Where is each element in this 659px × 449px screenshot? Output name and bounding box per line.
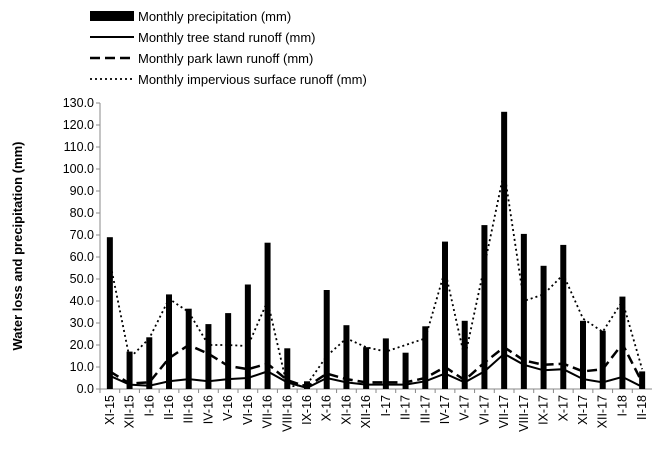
x-tick-label: VII-17 — [497, 395, 511, 428]
y-tick-label: 90.0 — [70, 184, 94, 198]
x-tick-label: I-16 — [142, 395, 156, 417]
bar — [343, 325, 350, 389]
y-tick-label: 60.0 — [70, 250, 94, 264]
bar — [422, 326, 429, 389]
x-tick-label: VI-17 — [477, 395, 491, 425]
x-tick-label: X-16 — [320, 395, 334, 421]
y-axis-label: Water loss and precipitation (mm) — [10, 142, 25, 351]
legend-swatch — [90, 11, 134, 21]
bar — [560, 244, 567, 389]
x-tick-label: XI-17 — [576, 395, 590, 425]
y-tick-label: 120.0 — [63, 118, 94, 132]
y-tick-label: 20.0 — [70, 338, 94, 352]
bar — [106, 237, 113, 389]
x-tick-label: V-16 — [221, 395, 235, 421]
x-tick-label: II-17 — [399, 395, 413, 420]
bar — [363, 347, 370, 389]
bar — [264, 242, 271, 389]
line-series — [109, 341, 644, 389]
bar — [599, 330, 606, 389]
y-tick-label: 100.0 — [63, 162, 94, 176]
bar — [284, 348, 291, 389]
legend-label: Monthly impervious surface runoff (mm) — [138, 72, 367, 87]
x-tick-label: VIII-16 — [280, 395, 294, 432]
x-tick-label: II-18 — [635, 395, 649, 420]
y-tick-label: 0.0 — [77, 382, 94, 396]
bar — [540, 265, 547, 389]
bar — [225, 313, 232, 389]
bar — [126, 351, 133, 389]
x-tick-label: XII-16 — [359, 395, 373, 428]
x-tick-label: XI-15 — [103, 395, 117, 425]
x-tick-label: IX-17 — [537, 395, 551, 425]
y-tick-label: 130.0 — [63, 96, 94, 110]
x-tick-label: I-17 — [379, 395, 393, 417]
line-series — [109, 352, 643, 389]
bar — [442, 241, 448, 389]
y-tick-label: 50.0 — [70, 272, 94, 286]
bar — [481, 225, 488, 389]
bar — [323, 290, 330, 389]
x-tick-label: VI-16 — [241, 395, 255, 425]
y-tick-label: 70.0 — [70, 228, 94, 242]
x-tick-label: V-17 — [458, 395, 472, 421]
x-tick-label: III-17 — [418, 395, 432, 424]
x-tick-label: XII-17 — [596, 395, 610, 428]
bar — [205, 324, 212, 389]
y-tick-label: 10.0 — [70, 360, 94, 374]
x-tick-label: IV-16 — [201, 395, 215, 424]
x-tick-label: X-17 — [556, 395, 570, 421]
legend-label: Monthly tree stand runoff (mm) — [138, 30, 316, 45]
x-tick-label: II-16 — [162, 395, 176, 420]
bar — [520, 233, 527, 389]
bar — [146, 337, 153, 389]
bar — [461, 320, 468, 389]
bar — [580, 320, 586, 389]
x-tick-label: VII-16 — [261, 395, 275, 428]
y-tick-label: 30.0 — [70, 316, 94, 330]
bar — [382, 338, 389, 389]
y-tick-label: 40.0 — [70, 294, 94, 308]
x-tick-label: III-16 — [182, 395, 196, 424]
y-tick-label: 110.0 — [64, 140, 94, 154]
bar — [402, 352, 409, 389]
x-tick-label: IX-16 — [300, 395, 314, 425]
x-tick-label: XII-15 — [123, 395, 137, 428]
x-tick-label: I-18 — [615, 395, 629, 417]
bar — [639, 371, 646, 389]
y-tick-label: 80.0 — [70, 206, 94, 220]
x-tick-label: XI-16 — [339, 395, 353, 425]
bar — [166, 294, 172, 389]
x-tick-label: IV-17 — [438, 395, 452, 424]
legend-label: Monthly park lawn runoff (mm) — [138, 51, 313, 66]
bar — [244, 284, 251, 389]
legend-label: Monthly precipitation (mm) — [138, 9, 291, 24]
bar — [501, 111, 508, 390]
bar — [304, 381, 310, 389]
bar — [185, 308, 192, 389]
x-tick-label: VIII-17 — [517, 395, 531, 432]
